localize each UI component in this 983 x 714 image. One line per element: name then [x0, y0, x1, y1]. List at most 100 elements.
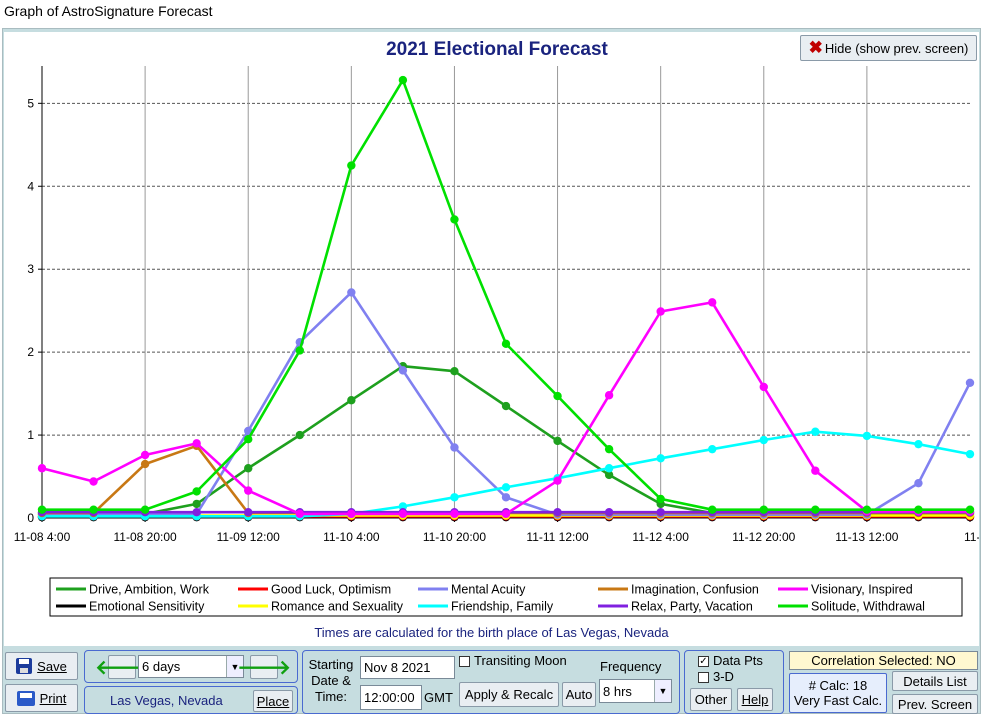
data-point — [965, 378, 975, 388]
data-point — [450, 509, 459, 519]
checkbox-unchecked-icon — [698, 672, 709, 684]
x-tick-label: 11-08 20:00 — [114, 530, 177, 544]
y-tick-label: 0 — [27, 511, 34, 525]
x-tick-label: 11-10 4:00 — [323, 530, 380, 544]
chart-title: 2021 Electional Forecast — [386, 39, 608, 60]
hide-button[interactable]: ✖ Hide (show prev. screen) — [800, 35, 977, 61]
print-button[interactable]: Print — [5, 684, 78, 712]
transiting-moon-checkbox[interactable]: Transiting Moon — [459, 653, 567, 668]
calc-speed: Very Fast Calc. — [793, 693, 883, 708]
details-list-button[interactable]: Details List — [892, 671, 978, 691]
data-point — [398, 366, 408, 375]
close-icon: ✖ — [808, 38, 823, 57]
data-point — [656, 454, 665, 463]
data-point — [140, 459, 150, 469]
data-point — [553, 391, 562, 401]
previous-screen-button[interactable]: Prev. Screen — [892, 694, 978, 714]
data-point — [965, 505, 975, 514]
legend-label: Good Luck, Optimism — [271, 583, 391, 597]
start-time-input[interactable]: 12:00:00 — [360, 685, 422, 710]
other-label: Other — [694, 692, 728, 707]
data-point — [501, 401, 511, 411]
data-point — [244, 486, 253, 495]
data-point — [37, 505, 47, 514]
data-point — [708, 505, 717, 514]
legend-label: Romance and Sexuality — [271, 600, 404, 614]
data-point — [450, 493, 459, 502]
data-point — [347, 509, 356, 519]
data-point — [914, 505, 923, 514]
x-tick-label: 11-08 4:00 — [14, 530, 71, 544]
series-line — [42, 444, 970, 515]
frequency-value: 8 hrs — [603, 683, 632, 699]
chevron-down-icon: ▼ — [226, 656, 243, 677]
details-list-label: Details List — [903, 673, 967, 689]
data-point — [89, 505, 98, 514]
data-point — [192, 499, 201, 509]
three-d-checkbox[interactable]: 3-D — [698, 669, 734, 684]
forecast-chart: 2021 Electional Forecast 0 1 2 3 4 5 11-08 4:0… — [14, 39, 979, 617]
data-point — [604, 444, 614, 454]
data-point — [759, 435, 768, 445]
data-point — [192, 507, 201, 517]
data-point — [656, 307, 665, 316]
other-button[interactable]: Other — [690, 688, 732, 711]
data-point — [192, 487, 201, 496]
y-tick-label: 5 — [27, 96, 34, 110]
legend-label: Visionary, Inspired — [811, 583, 913, 597]
starting-label: Starting — [308, 657, 354, 672]
data-point — [914, 439, 923, 449]
x-tick-label: 11-12 20:00 — [732, 530, 795, 544]
checkmark-icon: ✓ — [698, 656, 709, 668]
help-button[interactable]: Help — [737, 688, 773, 711]
birthplace-note: Times are calculated for the birth place… — [314, 625, 669, 640]
previous-period-button[interactable]: 🡐 — [95, 655, 149, 679]
start-date-input[interactable]: Nov 8 2021 — [360, 656, 455, 679]
data-point — [604, 391, 614, 400]
data-point — [759, 382, 768, 392]
next-period-button[interactable]: 🡒 — [237, 655, 291, 679]
place-value: Las Vegas, Nevada — [110, 693, 223, 708]
data-point — [450, 443, 459, 452]
data-point — [553, 436, 562, 446]
legend-label: Imagination, Confusion — [631, 583, 759, 597]
data-point — [398, 502, 408, 511]
auto-button[interactable]: Auto — [562, 682, 596, 707]
floppy-disk-icon — [16, 658, 33, 674]
x-tick-label: 11-11 12:00 — [526, 530, 589, 544]
data-point — [244, 435, 253, 444]
y-tick-label: 2 — [27, 345, 34, 359]
save-button[interactable]: Save — [5, 652, 78, 680]
apply-recalc-label: Apply & Recalc — [464, 687, 554, 702]
data-point — [89, 477, 98, 486]
span-select[interactable]: 6 days ▼ — [138, 655, 244, 678]
print-label: Print — [39, 690, 67, 706]
place-button[interactable]: Place — [253, 690, 293, 712]
time-label: Time: — [314, 689, 348, 704]
correlation-label: Correlation Selected: NO — [811, 653, 956, 668]
data-point — [347, 396, 356, 405]
data-point — [140, 505, 150, 514]
data-point — [656, 507, 665, 517]
calc-count: # Calc: 18 — [808, 678, 868, 693]
data-point — [553, 476, 562, 485]
previous-screen-label: Prev. Screen — [897, 696, 973, 712]
data-point — [708, 444, 717, 454]
data-point — [192, 439, 201, 448]
frequency-select[interactable]: 8 hrs ▼ — [599, 679, 672, 703]
save-label: Save — [37, 658, 67, 674]
data-points-checkbox[interactable]: ✓ Data Pts — [698, 653, 763, 668]
span-value: 6 days — [142, 659, 181, 674]
legend-label: Drive, Ambition, Work — [89, 583, 210, 597]
x-tick-label: 11-10 20:00 — [423, 530, 486, 544]
data-point — [295, 430, 304, 440]
y-tick-label: 3 — [27, 262, 34, 276]
series-line — [42, 78, 970, 512]
data-point — [811, 505, 820, 514]
data-point — [501, 339, 511, 349]
calc-status: # Calc: 18 Very Fast Calc. — [789, 673, 887, 713]
arrow-left-icon: 🡐 — [95, 656, 149, 679]
apply-recalc-button[interactable]: Apply & Recalc — [459, 682, 559, 707]
transiting-moon-label: Transiting Moon — [474, 653, 567, 668]
hide-button-label: Hide (show prev. screen) — [824, 40, 969, 56]
